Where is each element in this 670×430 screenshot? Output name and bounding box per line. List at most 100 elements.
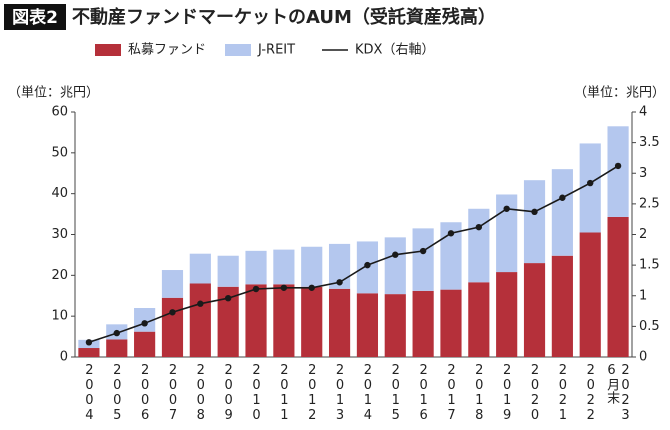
bar-segment [412, 290, 434, 357]
bar-segment [217, 255, 239, 287]
y2-tick-label: 1.5 [639, 258, 660, 273]
y2-tick-label: 2 [639, 227, 647, 242]
bar-segment [134, 331, 156, 357]
bar-segment [551, 169, 573, 256]
x-tick-label: 2022 [583, 363, 599, 423]
x-tick-label: 2019 [499, 363, 515, 423]
y2-tick-label: 1 [639, 288, 647, 303]
y-tick-label: 30 [51, 227, 68, 242]
x-tick-label: 2004 [81, 363, 97, 423]
y2-tick-label: 3 [639, 166, 647, 181]
line-point [392, 251, 399, 258]
bar-segment [412, 228, 434, 291]
bar-segment [301, 246, 323, 287]
line-point [169, 309, 176, 316]
bar-segment [523, 180, 546, 264]
chart-title: 不動産ファンドマーケットのAUM（受託資産残高） [72, 6, 496, 28]
legend-swatch [225, 44, 251, 56]
line-point [419, 247, 427, 255]
x-tick-label: 2016 [416, 363, 432, 423]
x-tick-label: 2005 [109, 363, 125, 423]
line-point [531, 208, 538, 216]
y-tick-label: 40 [51, 186, 68, 201]
line-point [614, 162, 622, 170]
line-point [559, 194, 566, 201]
bar-segment [579, 232, 601, 357]
x-tick-label: 2021 [555, 363, 571, 423]
bar-segment [440, 289, 462, 357]
bar-segment [468, 208, 490, 283]
bar-segment [245, 284, 267, 357]
figure-label-box [4, 4, 66, 30]
bar-segment [161, 270, 184, 298]
bar-segment [217, 286, 239, 357]
y-tick-label: 20 [51, 268, 68, 283]
line-point [113, 329, 120, 337]
bar-segment [189, 253, 211, 284]
bar-segment [189, 283, 211, 357]
figure-label: 図表2 [12, 7, 58, 28]
legend-label: KDX（右軸） [355, 43, 434, 58]
bar-segment [301, 286, 323, 357]
y2-axis-label: （単位：兆円） [574, 85, 665, 101]
x-tick-label: 2009 [221, 363, 237, 423]
line-point [447, 230, 455, 237]
x-tick-label: 2010 [249, 363, 265, 423]
bar-segment [106, 339, 128, 357]
bar-segment [245, 250, 267, 285]
y2-tick-label: 2.5 [639, 196, 660, 211]
x-tick-label: 2012 [304, 363, 320, 423]
line-point [85, 339, 93, 346]
bar-segment [523, 263, 546, 357]
line-point [141, 320, 148, 327]
y-axis-label: （単位：兆円） [8, 85, 99, 101]
x-tick-label: 2013 [332, 363, 348, 423]
bar-segment [161, 297, 184, 357]
bar-segment [468, 282, 490, 357]
y2-tick-label: 3.5 [639, 135, 660, 150]
line-point [224, 295, 232, 302]
y-tick-label: 50 [51, 145, 68, 160]
bar-segment [607, 126, 629, 217]
x-tick-label: 2017 [443, 363, 459, 423]
bar-segment [273, 284, 295, 357]
line-point [197, 300, 204, 307]
bar-segment [78, 348, 100, 357]
bar-segment [384, 237, 406, 295]
y-tick-label: 0 [60, 350, 68, 365]
legend-label: J-REIT [257, 43, 295, 58]
legend-swatch [95, 44, 121, 56]
line-point [503, 205, 510, 212]
line-point [308, 284, 315, 291]
y-tick-label: 10 [51, 309, 68, 324]
x-tick-label: 2008 [193, 363, 209, 423]
x-tick-label: 2015 [388, 363, 404, 423]
x-tick-label: 2018 [471, 363, 487, 423]
bar-segment [496, 194, 518, 273]
line-point [252, 285, 260, 293]
line-point [587, 179, 594, 187]
x-tick-label: 2014 [360, 363, 376, 423]
x-tick-label: 2006 [137, 363, 153, 423]
line-point [475, 223, 483, 231]
bar-segment [551, 255, 573, 357]
x-tick-label: 2007 [165, 363, 181, 423]
bar-segment [496, 272, 518, 357]
x-tick-label: 2023 6月末 [604, 363, 634, 423]
line-point [280, 284, 288, 291]
line [88, 165, 619, 344]
bar-segment [440, 222, 462, 290]
y2-tick-label: 4 [639, 105, 647, 120]
line-point [364, 261, 371, 269]
legend-label: 私募ファンド [128, 43, 206, 58]
bar-segment [328, 243, 351, 289]
y2-tick-label: 0 [639, 350, 647, 365]
x-tick-label: 2020 [527, 363, 543, 423]
y-tick-label: 60 [51, 105, 68, 120]
x-tick-label: 2011 [276, 363, 292, 423]
bar-segment [356, 293, 379, 357]
y2-tick-label: 0.5 [639, 319, 660, 334]
bar-segment [579, 143, 601, 233]
